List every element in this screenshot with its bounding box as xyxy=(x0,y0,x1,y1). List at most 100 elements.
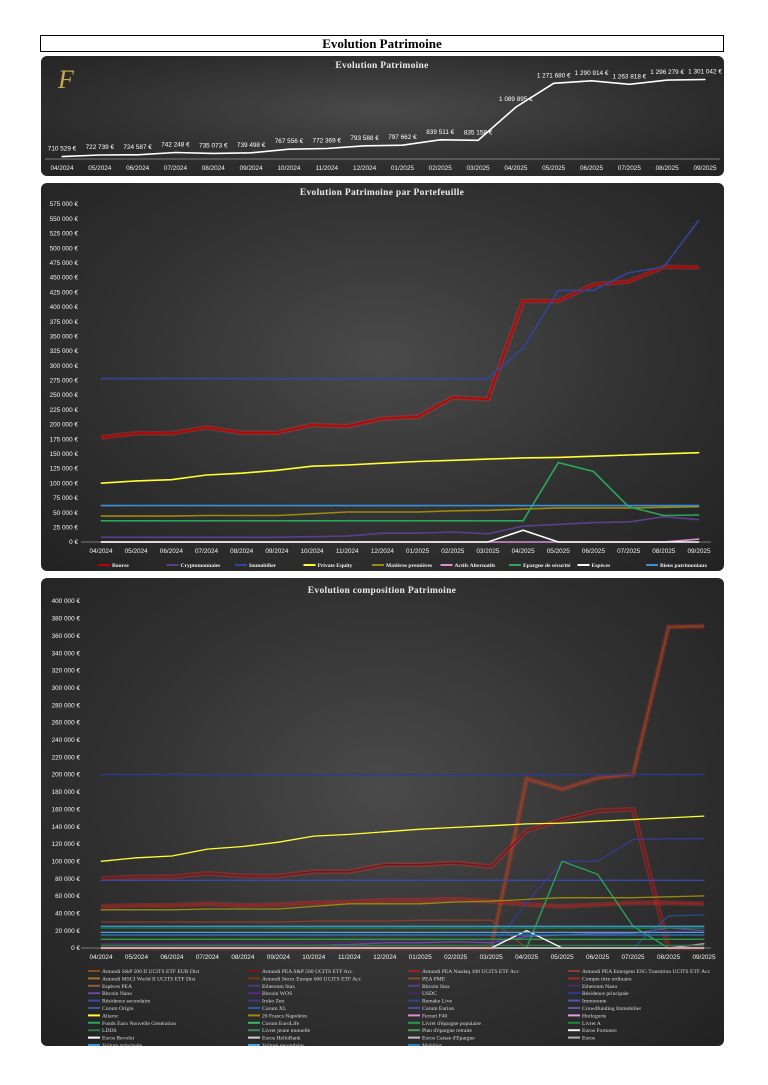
data-point xyxy=(171,927,173,929)
data-point xyxy=(401,144,404,146)
x-tick-label: 11/2024 xyxy=(315,165,338,172)
y-tick-label: 300 000 € xyxy=(50,363,79,370)
data-point xyxy=(311,465,313,467)
data-point xyxy=(592,507,594,509)
data-point xyxy=(313,931,315,933)
data-point xyxy=(698,266,700,268)
data-point xyxy=(100,944,102,946)
data-point xyxy=(703,930,705,932)
data-point xyxy=(703,944,705,946)
data-point xyxy=(170,541,172,543)
data-point xyxy=(277,841,279,843)
data-point xyxy=(632,819,634,821)
data-point xyxy=(526,925,528,927)
legend-entry: USDC xyxy=(422,991,437,997)
x-tick-label: 07/2024 xyxy=(164,165,188,172)
y-tick-label: 375 000 € xyxy=(50,319,79,326)
data-point xyxy=(206,925,208,927)
legend-entry: Voiture secondaire xyxy=(262,1043,304,1046)
series-line xyxy=(101,505,700,517)
legend-entry: Livret jeune mutuelle xyxy=(262,1028,311,1034)
data-point xyxy=(135,520,137,522)
data-label: 793 588 € xyxy=(350,135,379,142)
data-point xyxy=(455,901,457,903)
logo-letter: F xyxy=(57,65,75,94)
data-point xyxy=(206,774,208,775)
series-line xyxy=(100,808,704,949)
legend-entry: Espèces PEA xyxy=(102,984,132,990)
data-point xyxy=(632,927,634,929)
data-point xyxy=(597,947,599,949)
data-point xyxy=(698,514,700,516)
data-point xyxy=(668,931,670,933)
data-point xyxy=(241,432,243,434)
y-tick-label: 280 000 € xyxy=(52,702,81,709)
data-point xyxy=(384,879,386,881)
data-point xyxy=(100,774,102,775)
data-point xyxy=(381,541,383,543)
data-point xyxy=(100,879,102,881)
data-point xyxy=(417,511,419,513)
data-point xyxy=(135,432,137,434)
data-point xyxy=(242,934,244,936)
data-point xyxy=(522,525,524,527)
data-point xyxy=(632,808,634,810)
data-point xyxy=(632,925,634,927)
data-point xyxy=(490,925,492,927)
data-point xyxy=(348,934,350,936)
y-tick-label: 100 000 € xyxy=(52,858,81,865)
data-point xyxy=(100,934,102,936)
data-point xyxy=(277,947,279,949)
data-point xyxy=(628,505,630,507)
y-tick-label: 0 € xyxy=(69,539,78,546)
data-point xyxy=(522,505,524,507)
data-point xyxy=(698,541,700,543)
data-point xyxy=(597,925,599,927)
data-point xyxy=(668,947,670,949)
data-point xyxy=(100,947,102,949)
data-point xyxy=(417,541,419,543)
y-tick-label: 60 000 € xyxy=(55,893,80,900)
legend-entry: Mobilier xyxy=(422,1043,442,1046)
data-point xyxy=(490,934,492,936)
data-point xyxy=(632,947,634,949)
chart-title: Evolution Patrimoine xyxy=(335,61,428,71)
data-point xyxy=(242,927,244,929)
data-point xyxy=(703,938,705,940)
data-point xyxy=(526,879,528,881)
data-point xyxy=(455,944,457,946)
legend-entry: Amundi PEA Emergent ESG Transition UCITS… xyxy=(582,969,711,975)
x-tick-label: 06/2025 xyxy=(580,165,604,172)
data-point xyxy=(100,378,102,380)
data-label: 735 073 € xyxy=(199,142,228,149)
data-point xyxy=(419,934,421,936)
x-tick-label: 06/2025 xyxy=(586,954,610,961)
data-point xyxy=(313,920,315,922)
data-point xyxy=(419,938,421,940)
data-point xyxy=(135,938,137,940)
data-point xyxy=(346,520,348,522)
data-point xyxy=(313,925,315,927)
data-point xyxy=(592,541,594,543)
data-point xyxy=(135,505,137,507)
data-point xyxy=(561,788,563,790)
data-point xyxy=(346,505,348,507)
data-point xyxy=(348,947,350,949)
data-point xyxy=(632,938,634,940)
x-tick-label: 05/2025 xyxy=(542,165,566,172)
data-point xyxy=(206,944,208,946)
legend-entry: Livret d'épargne populaire xyxy=(422,1021,482,1027)
data-point xyxy=(487,458,489,460)
data-point xyxy=(663,453,665,455)
series-glow xyxy=(100,264,700,440)
data-point xyxy=(242,904,244,906)
data-point xyxy=(561,927,563,929)
data-point xyxy=(311,520,313,522)
data-point xyxy=(242,774,244,775)
data-point xyxy=(703,934,705,936)
data-point xyxy=(206,938,208,940)
data-point xyxy=(311,536,313,538)
x-tick-label: 09/2025 xyxy=(687,548,711,555)
data-point xyxy=(668,838,670,840)
data-point xyxy=(346,378,348,380)
